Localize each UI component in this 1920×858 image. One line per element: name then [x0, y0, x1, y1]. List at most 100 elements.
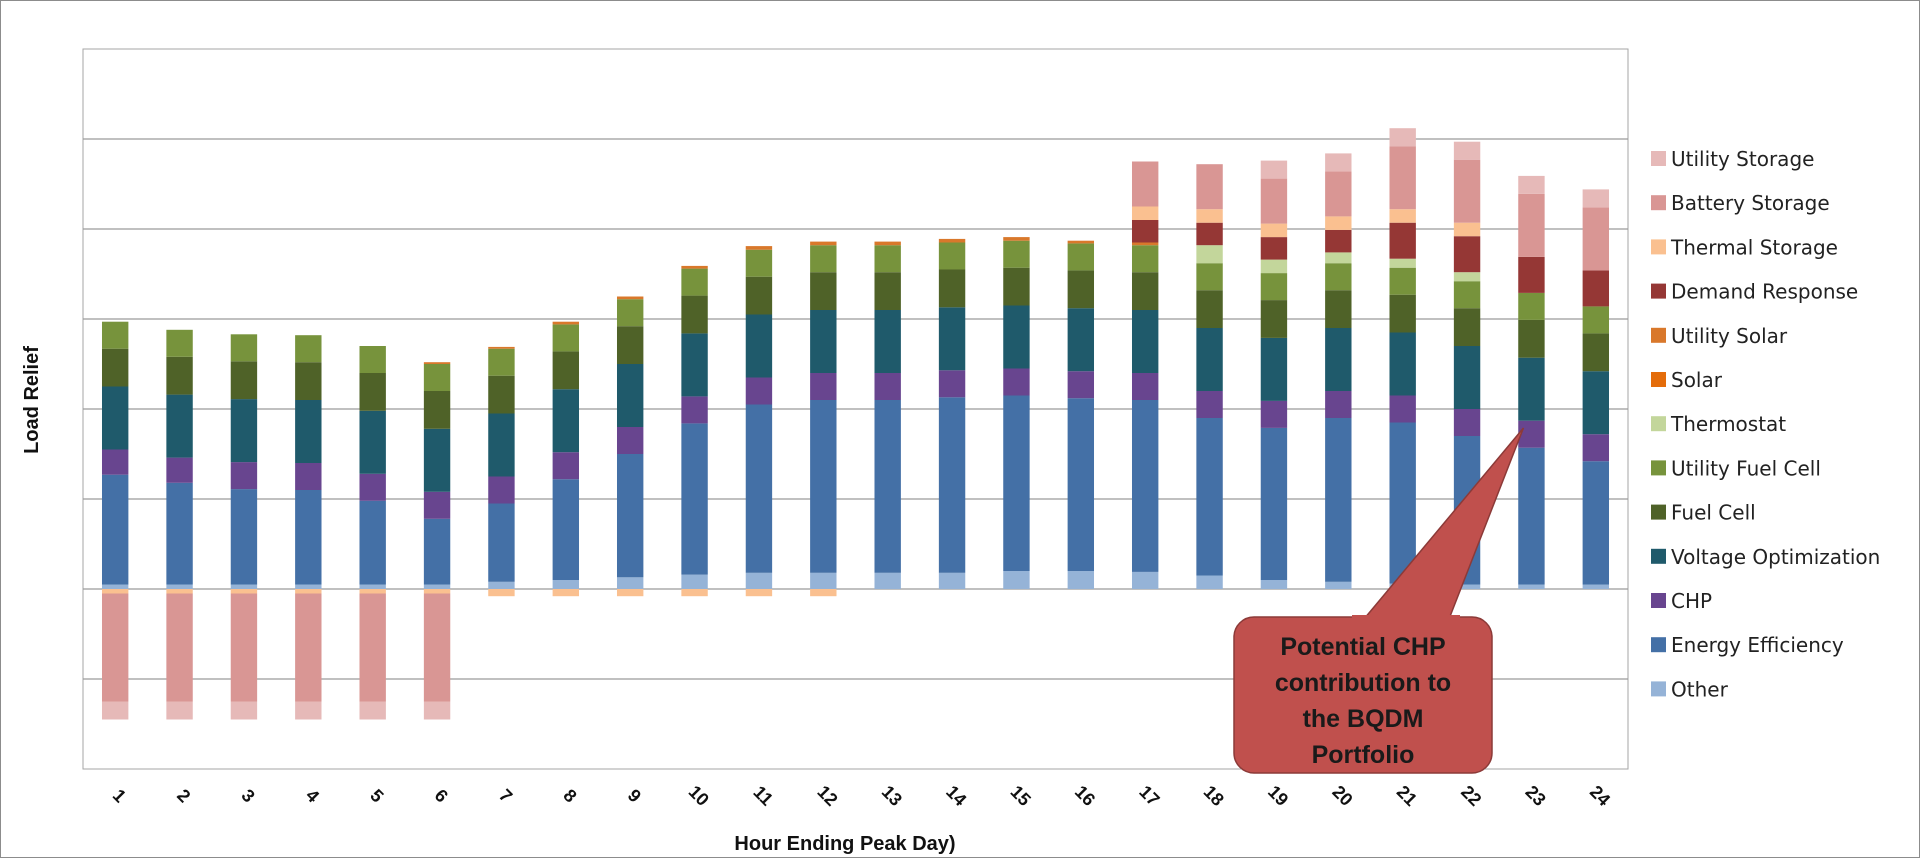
bar-segment [1325, 216, 1352, 230]
bar-segment [166, 701, 193, 720]
bar-segment [423, 593, 451, 702]
bar-segment [1260, 259, 1288, 274]
bar-segment [101, 321, 129, 349]
bar-segment [745, 377, 773, 405]
bar-segment [1582, 371, 1610, 435]
callout-text-line: contribution to [1275, 669, 1451, 697]
bar-segment [1389, 422, 1416, 584]
legend-label: Demand Response [1671, 280, 1858, 304]
bar-segment [1453, 281, 1481, 309]
bar-segment [1389, 395, 1416, 423]
bar-segment [616, 427, 644, 454]
bar-segment [230, 701, 258, 720]
bar-segment [1518, 193, 1545, 257]
x-tick-label: 19 [1264, 782, 1292, 810]
bar-segment [1325, 290, 1352, 328]
x-tick-label: 3 [238, 785, 259, 806]
x-tick-label: 13 [878, 782, 906, 810]
bar-segment [1582, 306, 1610, 334]
bar-segment [1067, 371, 1095, 399]
bar-segment [1260, 300, 1288, 338]
x-tick-label: 7 [495, 785, 516, 806]
bar-segment [488, 346, 515, 349]
bar-segment [295, 701, 322, 720]
legend-label: Thermal Storage [1670, 235, 1838, 259]
bar-segment [1582, 207, 1610, 271]
bar-segment [1325, 418, 1352, 582]
bar-segment [810, 589, 837, 597]
bar-segment [616, 296, 644, 300]
bar-segment [681, 589, 708, 597]
bar-segment [166, 457, 193, 483]
bar-segment [1518, 319, 1545, 358]
legend-swatch [1651, 327, 1666, 343]
x-tick-label: 5 [366, 785, 387, 806]
bar-segment [1003, 240, 1030, 268]
bar-segment [1131, 161, 1159, 207]
bar-segment [166, 589, 193, 594]
bar-segment [230, 593, 258, 702]
bar-segment [488, 348, 515, 376]
x-tick-label: 15 [1007, 782, 1035, 810]
bar-segment [295, 400, 322, 463]
x-tick-label: 1 [109, 785, 130, 806]
bar-segment [1003, 305, 1030, 369]
bar-segment [938, 572, 966, 589]
bar-segment [1003, 395, 1030, 571]
bar-segment [359, 584, 386, 589]
bar-segment [1518, 447, 1545, 585]
bar-segment [488, 476, 515, 504]
x-tick-label: 8 [559, 785, 580, 806]
x-tick-label: 24 [1586, 782, 1614, 810]
bar-segment [1325, 252, 1352, 264]
bar-segment [681, 268, 708, 296]
bar-segment [1389, 267, 1416, 295]
bar-segment [295, 362, 322, 400]
legend-swatch [1651, 593, 1666, 608]
bar-segment [1389, 294, 1416, 333]
bar-segment [1196, 245, 1223, 264]
bar-segment [1260, 237, 1288, 260]
bar-segment [1582, 333, 1610, 372]
bar-segment [552, 389, 580, 453]
bar-segment [1389, 332, 1416, 396]
bar-segment [1325, 263, 1352, 291]
x-tick-label: 11 [749, 782, 777, 810]
bar-segment [295, 463, 322, 490]
bar-segment [1131, 373, 1159, 400]
legend: Utility Storage Battery Storage Thermal St… [1651, 147, 1880, 701]
bar-segment [230, 489, 258, 585]
bar-segment [1518, 256, 1545, 293]
bar-segment [359, 500, 386, 585]
bar-segment [1582, 434, 1610, 462]
bar-segment [166, 329, 193, 357]
legend-label: CHP [1671, 589, 1712, 613]
bar-segment [874, 241, 901, 246]
bar-segment [874, 310, 901, 373]
bar-segment [938, 242, 966, 270]
bar-segment [938, 269, 966, 308]
bars [101, 128, 1610, 720]
bar-segment [1582, 584, 1610, 589]
bar-segment [1067, 308, 1095, 372]
bar-segment [810, 400, 837, 573]
bar-segment [359, 593, 386, 702]
legend-label: Battery Storage [1671, 191, 1830, 215]
bar-segment [1389, 128, 1416, 147]
bar-segment [874, 272, 901, 310]
bar-segment [1518, 357, 1545, 421]
legend-swatch [1651, 681, 1666, 697]
legend-label: Thermostat [1670, 412, 1786, 436]
bar-segment [1325, 153, 1352, 172]
bar-segment [745, 404, 773, 573]
x-tick-labels: 1 2 3 4 5 6 7 8 9 10 11 12 13 14 15 16 17 18 19 20 21 22 23 24 [109, 782, 1614, 810]
bar-segment [230, 399, 258, 463]
bar-segment [616, 589, 644, 597]
bar-segment [874, 245, 901, 273]
callout-joint [1352, 615, 1460, 623]
legend-label: Utility Fuel Cell [1671, 456, 1821, 480]
bar-segment [166, 394, 193, 458]
annotation-callout: Potential CHP contribution to the BQDM Port… [1233, 427, 1525, 774]
x-tick-label: 16 [1071, 782, 1099, 810]
bar-segment [938, 370, 966, 398]
